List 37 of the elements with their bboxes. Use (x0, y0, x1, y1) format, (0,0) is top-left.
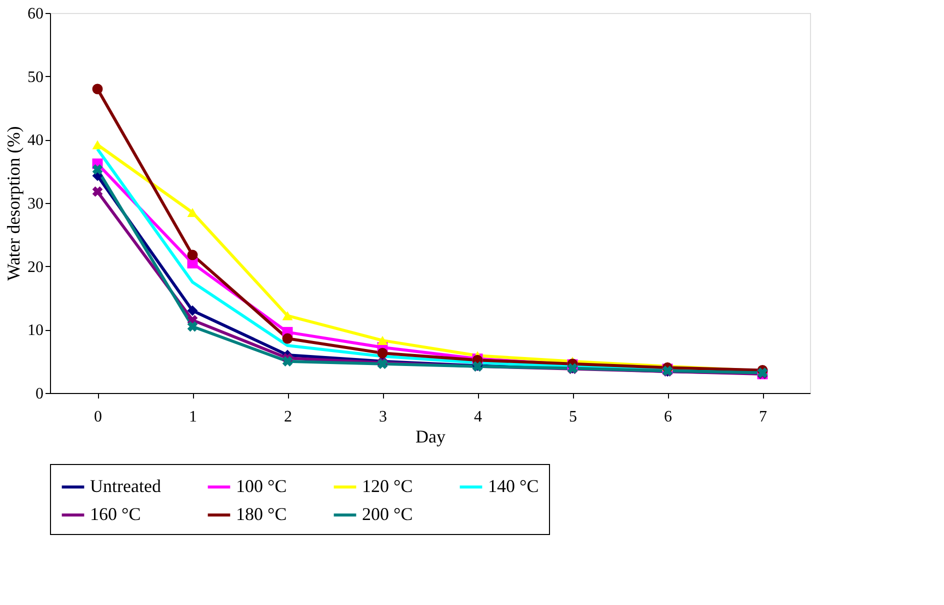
x-axis-title: Day (416, 426, 446, 446)
point (187, 250, 198, 260)
y-tick-label: 30 (28, 196, 44, 212)
x-tick-label: 6 (664, 408, 672, 426)
point (282, 311, 293, 320)
x-tick-label: 1 (189, 408, 197, 426)
point (187, 305, 198, 316)
y-tick-label: 0 (36, 386, 44, 402)
legend-label: 140 °C (488, 476, 539, 496)
point (187, 208, 198, 218)
point (92, 186, 103, 197)
point (92, 140, 103, 150)
x-tick-label: 2 (284, 408, 292, 426)
legend-label: Untreated (90, 476, 161, 496)
legend-label: 100 °C (236, 476, 287, 496)
y-axis-title: Water desorption (%) (4, 126, 24, 281)
x-tick-label: 4 (474, 408, 482, 426)
point (92, 164, 103, 175)
legend-label: 200 °C (362, 504, 413, 524)
point (187, 321, 198, 332)
y-tick-label: 50 (28, 68, 44, 86)
point (377, 336, 388, 345)
y-tick-label: 20 (28, 258, 44, 276)
x-tick-label: 0 (94, 408, 102, 426)
x-tick-label: 3 (379, 408, 387, 426)
legend-label: 180 °C (236, 504, 287, 524)
point (92, 84, 103, 94)
x-tick-label: 5 (569, 408, 577, 426)
point (282, 333, 293, 344)
y-tick-label: 40 (28, 132, 44, 150)
legend-label: 160 °C (90, 504, 141, 524)
point (282, 356, 293, 367)
point (377, 348, 388, 358)
legend-label: 120 °C (362, 476, 413, 496)
y-tick-label: 60 (28, 6, 44, 22)
y-tick-label: 10 (28, 322, 44, 340)
x-tick-label: 7 (759, 408, 767, 426)
